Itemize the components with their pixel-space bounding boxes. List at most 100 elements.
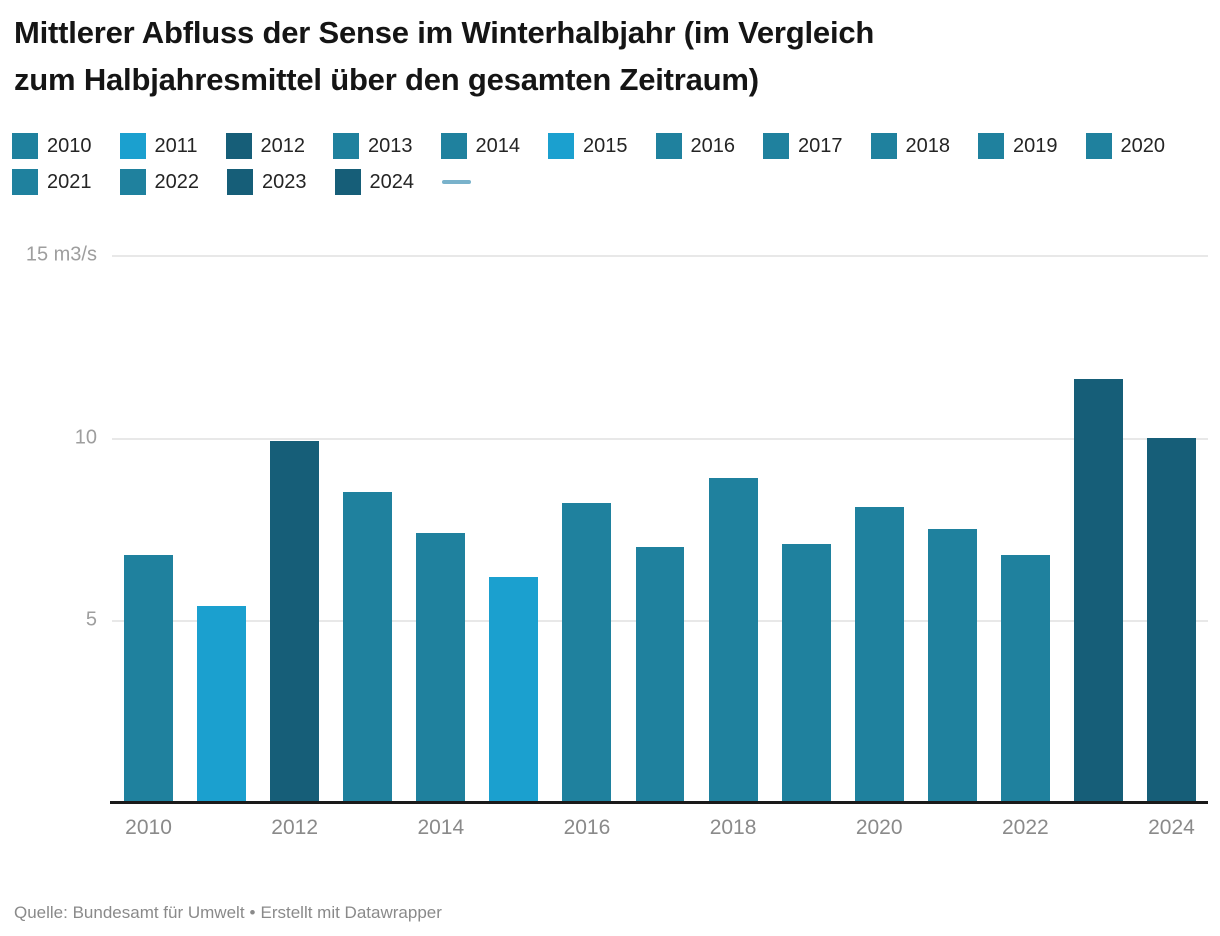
legend-item-2023: 2023 xyxy=(227,169,307,195)
legend-color-swatch-icon xyxy=(870,133,897,159)
x-axis-tick-label-2022: 2022 xyxy=(1001,816,1049,839)
bar-slot-2015 xyxy=(477,255,550,803)
legend-item-label: 2017 xyxy=(798,135,843,157)
legend-item-label: 2020 xyxy=(1120,135,1166,157)
legend-item-2017: 2017 xyxy=(763,133,843,159)
legend-item-2018: 2018 xyxy=(870,133,951,159)
footer: Quelle: Bundesamt für Umwelt • Erstellt mi… xyxy=(14,903,1206,923)
legend-item-2019: 2019 xyxy=(978,133,1058,159)
legend-color-swatch-icon xyxy=(978,133,1005,159)
bar-2022[interactable] xyxy=(1000,554,1050,803)
bar-2012[interactable] xyxy=(270,441,320,803)
source-text: Quelle: Bundesamt für Umwelt xyxy=(14,903,245,922)
legend-item-label: 2015 xyxy=(583,135,628,157)
bars-container xyxy=(112,255,1208,803)
gridline-10 xyxy=(112,437,1208,440)
legend-item-2020: 2020 xyxy=(1085,133,1166,159)
datawrapper-attribution-link[interactable]: Erstellt mit Datawrapper xyxy=(260,903,442,922)
bar-slot-2016 xyxy=(550,255,623,803)
legend-item-label: 2010 xyxy=(47,135,92,157)
legend-item-2012: 2012 xyxy=(225,133,306,159)
legend-item-2016: 2016 xyxy=(655,133,736,159)
legend-color-swatch-icon xyxy=(12,169,38,195)
legend-color-swatch-icon xyxy=(12,133,38,159)
bar-2020[interactable] xyxy=(854,507,904,803)
x-axis-tick-label-2012: 2012 xyxy=(271,816,319,839)
bar-slot-2018 xyxy=(697,255,770,803)
bar-slot-2023 xyxy=(1062,255,1135,803)
bar-2018[interactable] xyxy=(708,477,758,803)
bar-2014[interactable] xyxy=(416,532,466,803)
bar-2023[interactable] xyxy=(1073,379,1123,803)
legend-item-label: 2019 xyxy=(1013,135,1058,157)
bar-2010[interactable] xyxy=(124,554,173,803)
mean-line-swatch-icon xyxy=(442,180,471,184)
bar-2019[interactable] xyxy=(781,543,831,803)
bar-slot-2017 xyxy=(623,255,696,803)
legend-item-label: 2014 xyxy=(475,135,521,157)
legend-item-2011: 2011 xyxy=(119,133,198,159)
legend-item-label: 2024 xyxy=(369,171,415,193)
legend-color-swatch-icon xyxy=(440,133,467,159)
bar-slot-2021 xyxy=(916,255,989,803)
bar-2016[interactable] xyxy=(562,503,612,803)
legend-color-swatch-icon xyxy=(227,169,253,195)
legend-item-2014: 2014 xyxy=(440,133,521,159)
x-axis-tick-label-2018: 2018 xyxy=(709,816,757,839)
legend-item-2015: 2015 xyxy=(548,133,628,159)
legend-item-2022: 2022 xyxy=(119,169,200,195)
x-axis-tick-label-2010: 2010 xyxy=(125,816,172,839)
legend-color-swatch-icon xyxy=(655,133,682,159)
chart-title-line2: zum Halbjahresmittel über den gesamten Z… xyxy=(14,61,759,97)
bar-slot-2020 xyxy=(843,255,916,803)
bar-slot-2022 xyxy=(989,255,1062,803)
legend-color-swatch-icon xyxy=(333,133,360,159)
bar-slot-2010 xyxy=(112,255,185,803)
gridline-15 xyxy=(112,255,1208,257)
plot-area: 15 m3/s 10 5 xyxy=(26,244,1208,804)
legend-item-2013: 2013 xyxy=(333,133,413,159)
bar-2013[interactable] xyxy=(343,492,393,803)
legend-item-label: 2013 xyxy=(368,135,413,157)
legend-item-label: 2022 xyxy=(154,171,200,193)
x-axis-labels: 2010 2012 2014 2016 2018 2020 2022 2024 xyxy=(112,803,1208,845)
bar-slot-2011 xyxy=(185,255,258,803)
legend-color-swatch-icon xyxy=(334,169,361,195)
legend-item-label: 2011 xyxy=(154,135,198,157)
x-axis-baseline xyxy=(110,801,1208,804)
legend-item-label: 2012 xyxy=(260,135,306,157)
legend-color-swatch-icon xyxy=(225,133,252,159)
bar-2011[interactable] xyxy=(197,605,247,803)
legend-item-mean-line xyxy=(442,180,471,184)
x-axis-tick-label-2024: 2024 xyxy=(1148,816,1195,839)
legend-color-swatch-icon xyxy=(763,133,790,159)
legend-item-label: 2018 xyxy=(905,135,951,157)
bar-slot-2013 xyxy=(331,255,404,803)
legend-item-2010: 2010 xyxy=(12,133,92,159)
legend-item-label: 2023 xyxy=(262,171,307,193)
bar-slot-2014 xyxy=(404,255,477,803)
bar-2015[interactable] xyxy=(489,576,539,803)
y-axis-tick-label-10: 10 xyxy=(74,426,97,449)
legend-color-swatch-icon xyxy=(1085,133,1112,159)
bar-2024[interactable] xyxy=(1146,437,1196,803)
bar-2021[interactable] xyxy=(927,529,977,803)
y-axis-tick-label-5: 5 xyxy=(85,608,97,631)
legend-item-2024: 2024 xyxy=(334,169,415,195)
footer-separator: • xyxy=(249,903,256,922)
legend-item-label: 2021 xyxy=(47,171,92,193)
legend-color-swatch-icon xyxy=(548,133,575,159)
x-axis-tick-label-2016: 2016 xyxy=(563,816,611,839)
legend-color-swatch-icon xyxy=(119,133,146,159)
y-axis-tick-label-15: 15 m3/s xyxy=(25,243,97,266)
bar-2017[interactable] xyxy=(635,547,685,803)
legend: 2010 2011 2012 2013 2014 2015 2016 2017 2018 2019… xyxy=(12,133,1206,195)
bar-slot-2024 xyxy=(1135,255,1208,803)
legend-item-label: 2016 xyxy=(690,135,736,157)
chart-title-line1: Mittlerer Abfluss der Sense im Winterhal… xyxy=(14,15,875,50)
x-axis-tick-label-2020: 2020 xyxy=(855,816,903,839)
legend-color-swatch-icon xyxy=(119,169,146,195)
chart-title: Mittlerer Abfluss der Sense im Winterhal… xyxy=(14,10,1206,103)
bar-slot-2019 xyxy=(770,255,843,803)
